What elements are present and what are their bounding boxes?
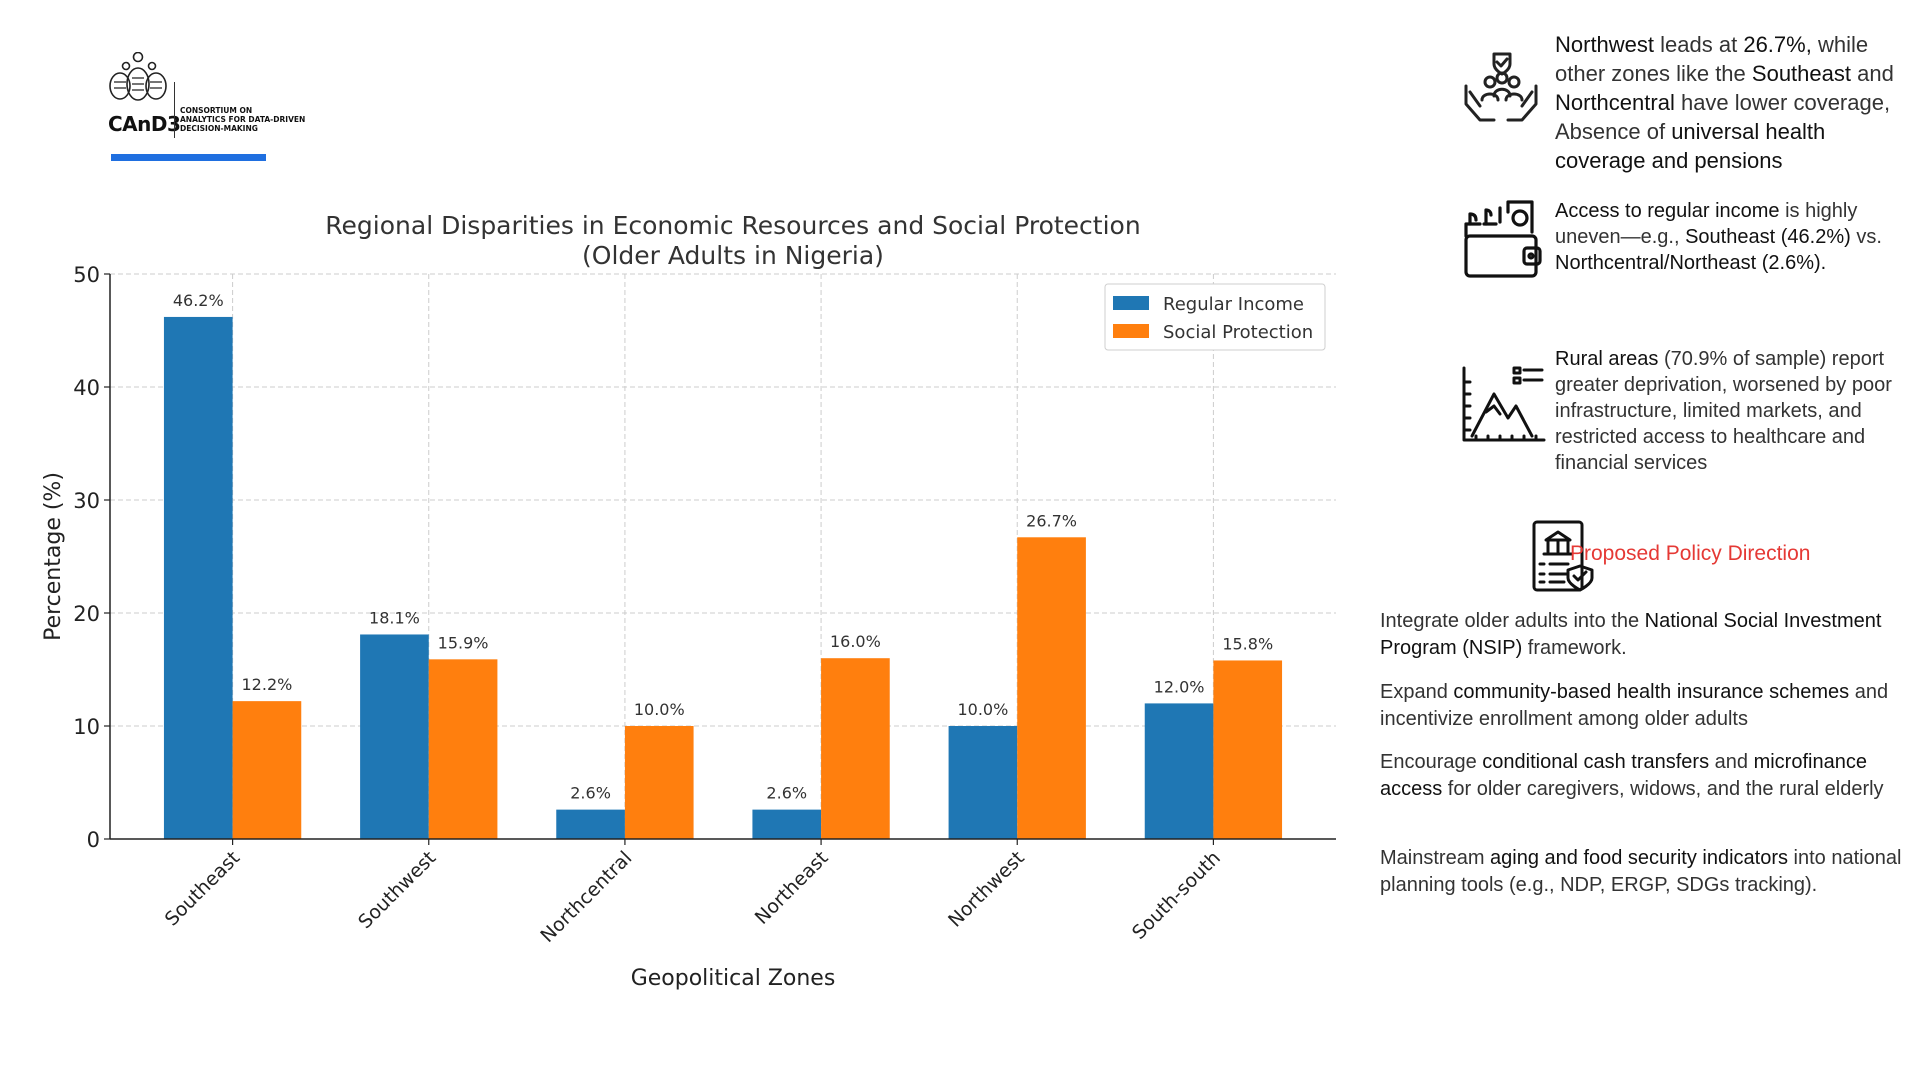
x-tick-label: Southeast [161,847,244,930]
data-label: 26.7% [1026,511,1077,530]
y-tick-label: 20 [73,602,100,626]
bar-regular-income [360,634,429,839]
chart-svg: Regional Disparities in Economic Resourc… [41,211,1336,991]
data-label: 18.1% [369,608,420,627]
bar-regular-income [752,809,822,839]
insights-panel: Northwest leads at 26.7%, while other zo… [1380,0,1917,1071]
y-tick-label: 0 [87,828,100,852]
rural-chart-icon [1462,366,1546,442]
bar-social-protection [624,726,694,839]
bar-regular-income [948,726,1018,839]
logo-accent-bar [111,154,266,161]
bar-social-protection [1213,660,1283,839]
bar-social-protection [428,659,498,839]
x-axis-label: Geopolitical Zones [631,966,836,991]
insight-coverage-text: Northwest leads at 26.7%, while other zo… [1555,32,1894,173]
data-label: 16.0% [830,632,881,651]
data-label: 15.9% [438,633,489,652]
legend-label: Regular Income [1163,294,1304,315]
logo-divider [174,82,175,138]
x-tick-label: Northwest [944,847,1029,932]
legend-swatch [1113,324,1149,338]
bar-social-protection [1017,537,1086,839]
logo-mark-icon [109,52,167,101]
data-label: 12.0% [1154,677,1205,696]
data-label: 12.2% [242,675,293,694]
x-tick-label: Southwest [354,847,440,933]
policy-title: Proposed Policy Direction [1570,542,1811,565]
insight-rural-text: Rural areas (70.9% of sample) report gre… [1555,348,1892,474]
wallet-icon [1464,200,1542,278]
bar-social-protection [232,701,302,839]
logo-subtitle: CONSORTIUM ON ANALYTICS FOR DATA-DRIVEN … [180,106,306,133]
recommendation-health-insurance: Expand community-based health insurance … [1380,681,1889,730]
y-tick-label: 30 [73,489,100,513]
recommendation-cash-transfers: Encourage conditional cash transfers and… [1380,751,1884,800]
data-label: 10.0% [634,700,685,719]
data-label: 2.6% [766,784,807,803]
care-hands-icon [1464,52,1538,122]
bar-regular-income [163,316,233,839]
policy-document-icon [1532,520,1594,592]
x-tick-label: Northeast [751,847,833,929]
logo-wordmark: CAnD3 [108,112,181,136]
x-tick-label: South-south [1128,847,1225,944]
chart-title: Regional Disparities in Economic Resourc… [325,211,1140,240]
recommendation-indicators: Mainstream aging and food security indic… [1380,847,1902,896]
y-tick-label: 10 [73,715,100,739]
bar-regular-income [556,809,625,839]
y-tick-label: 50 [73,263,100,287]
recommendation-nsip: Integrate older adults into the National… [1380,610,1882,659]
y-tick-label: 40 [73,376,100,400]
cand3-logo: CAnD3 CONSORTIUM ON ANALYTICS FOR DATA-D… [108,52,308,164]
bar-social-protection [821,658,890,839]
bar-regular-income [1144,703,1214,839]
legend-label: Social Protection [1163,322,1313,343]
bar-chart: Regional Disparities in Economic Resourc… [0,195,1360,995]
x-tick-label: Northcentral [536,847,636,947]
data-label: 46.2% [173,291,224,310]
y-axis-label: Percentage (%) [41,472,66,641]
insight-income-text: Access to regular income is highly uneve… [1555,200,1882,274]
data-label: 2.6% [570,784,611,803]
data-label: 10.0% [957,700,1008,719]
data-label: 15.8% [1222,634,1273,653]
chart-subtitle: (Older Adults in Nigeria) [582,241,884,270]
legend-swatch [1113,296,1149,310]
legend-box [1104,283,1326,351]
